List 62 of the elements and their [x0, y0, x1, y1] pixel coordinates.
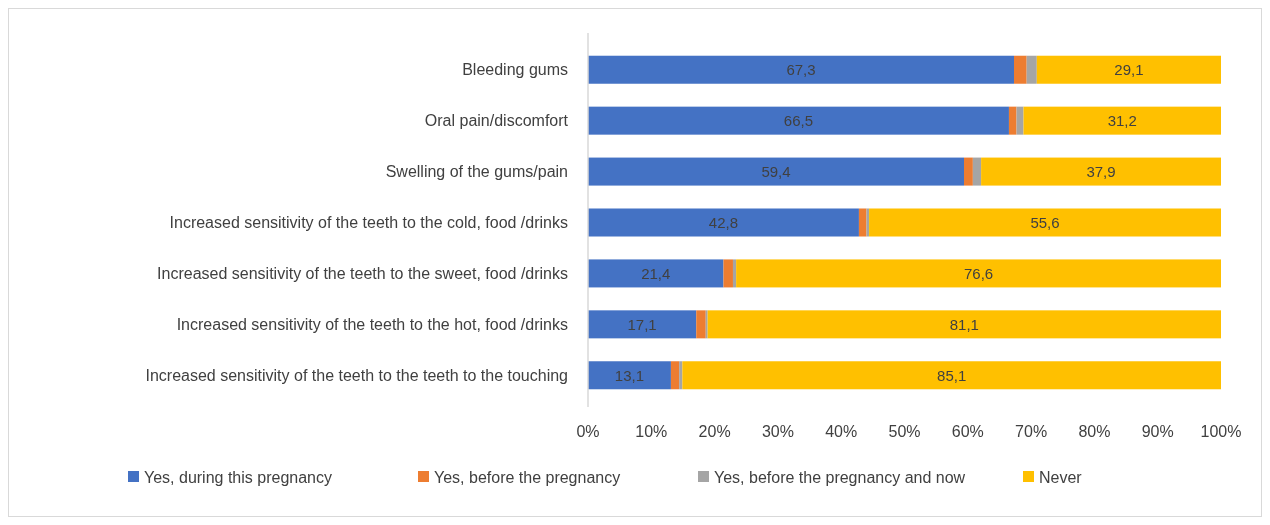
data-label: 76,6	[963, 264, 994, 282]
data-label: 31,2	[1107, 111, 1137, 129]
legend-label: Yes, before the pregnancy	[434, 468, 621, 486]
bar	[1026, 55, 1037, 84]
legend-label: Yes, before the pregnancy and now	[714, 468, 966, 486]
bar	[588, 361, 671, 390]
bar	[679, 361, 683, 390]
bar	[1008, 106, 1017, 135]
bar	[869, 208, 1221, 237]
x-tick-label: 30%	[761, 423, 794, 440]
bar	[588, 310, 697, 339]
bar	[1036, 55, 1221, 84]
data-label: 85,1	[937, 366, 967, 384]
bar	[588, 157, 964, 186]
bar	[858, 208, 867, 237]
data-label: 17,1	[627, 315, 657, 333]
x-tick-label: 80%	[1078, 423, 1111, 440]
bar	[588, 55, 1015, 84]
data-label: 66,5	[783, 111, 814, 129]
data-label: 42,8	[708, 213, 739, 231]
bar	[696, 310, 706, 339]
bar	[964, 157, 973, 186]
bar	[707, 310, 1221, 339]
bar	[736, 259, 1221, 288]
bar	[588, 208, 859, 237]
bar	[732, 259, 737, 288]
bar	[588, 259, 724, 288]
x-tick-label: 0%	[576, 423, 600, 440]
data-label: 59,4	[761, 162, 791, 180]
bar	[972, 157, 982, 186]
bar	[723, 259, 733, 288]
data-label: 13,1	[614, 366, 645, 384]
legend-label: Never	[1039, 468, 1083, 486]
x-tick-label: 90%	[1141, 423, 1174, 440]
x-tick-label: 50%	[888, 423, 921, 440]
data-label: 21,4	[641, 264, 671, 282]
bar	[682, 361, 1221, 390]
bar	[670, 361, 680, 390]
y-tick-label: Increased sensitivity of the teeth to the teeth to the touching	[145, 366, 568, 384]
legend-label: Yes, during this pregnancy	[144, 468, 332, 486]
data-label: 55,6	[1030, 213, 1060, 231]
y-tick-label: Increased sensitivity of the teeth to the sweet, food /drinks	[157, 265, 568, 283]
x-tick-label: 100%	[1200, 423, 1242, 440]
data-label: 67,3	[786, 60, 816, 78]
bar	[981, 157, 1221, 186]
bar	[588, 106, 1009, 135]
bar	[1016, 106, 1024, 135]
data-label: 29,1	[1114, 60, 1144, 78]
y-tick-label: Oral pain/discomfort	[424, 112, 569, 130]
x-tick-label: 40%	[825, 423, 858, 440]
x-tick-label: 20%	[698, 423, 731, 440]
x-tick-label: 70%	[1015, 423, 1048, 440]
x-tick-label: 60%	[951, 423, 984, 440]
x-tick-label: 10%	[635, 423, 668, 440]
bar	[1023, 106, 1221, 135]
bar	[1014, 55, 1027, 84]
data-label: 81,1	[949, 315, 979, 333]
y-tick-label: Bleeding gums	[462, 61, 568, 79]
y-tick-label: Increased sensitivity of the teeth to the hot, food /drinks	[176, 315, 568, 333]
data-label: 37,9	[1086, 162, 1116, 180]
y-tick-label: Swelling of the gums/pain	[385, 163, 568, 181]
y-tick-label: Increased sensitivity of the teeth to the cold, food /drinks	[169, 214, 568, 232]
